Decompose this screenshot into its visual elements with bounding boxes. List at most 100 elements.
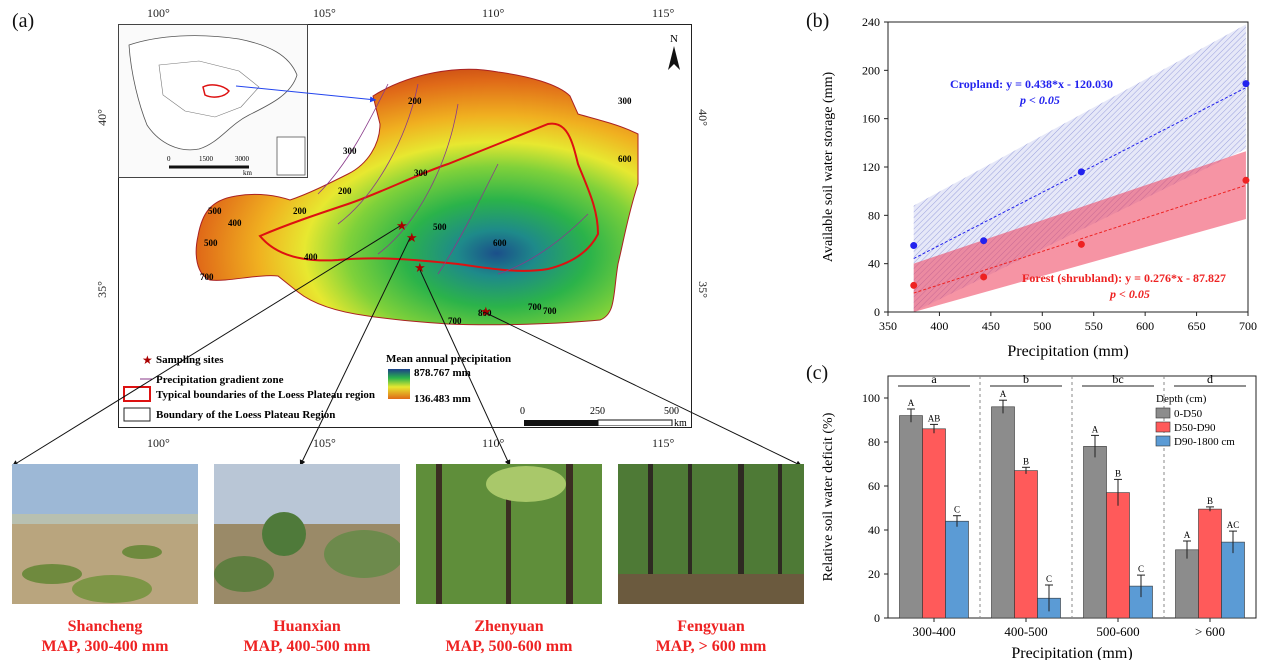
sampling-sites-legend-icon: ★	[142, 353, 153, 367]
legend-swatch	[1155, 435, 1171, 447]
legend-title: Depth (cm)	[1156, 393, 1207, 405]
y-tick-label: 60	[868, 479, 880, 493]
bar	[1106, 492, 1130, 619]
scalebar-tick: 250	[590, 406, 605, 417]
site-arrow	[11, 225, 401, 467]
y-tick-label: 120	[862, 160, 880, 174]
site-map: MAP, > 600 mm	[655, 638, 767, 655]
x-axis-label: Precipitation (mm)	[1007, 343, 1128, 360]
bar	[1175, 549, 1199, 619]
x-tick-label: 300-400	[912, 624, 955, 639]
contour-label: 600	[493, 238, 507, 248]
y-tick-label: 40	[868, 257, 880, 271]
y-tick-label: 0	[874, 611, 880, 625]
legend-gradient-zone: Precipitation gradient zone	[156, 374, 284, 386]
x-tick-label: 550	[1085, 319, 1103, 333]
data-point	[980, 273, 988, 281]
equation-forest: Forest (shrubland): y = 0.276*x - 87.827	[1022, 271, 1226, 285]
scalebar-tick: 500	[664, 406, 679, 417]
photo-shancheng	[12, 464, 198, 604]
top-tick: 100°	[147, 6, 170, 20]
inset-scale-tick: 0	[167, 155, 171, 163]
x-tick-label: 600	[1136, 319, 1154, 333]
y-tick-label: 200	[862, 63, 880, 77]
contour-label: 700	[528, 302, 542, 312]
bar	[1014, 470, 1038, 619]
contour-label: 300	[414, 168, 428, 178]
contour-label: 700	[448, 316, 462, 326]
bottom-tick: 110°	[482, 436, 505, 450]
group-letter: bc	[1112, 372, 1123, 386]
significance-letter: B	[1115, 468, 1121, 478]
site-map: MAP, 400-500 mm	[243, 638, 371, 655]
legend-typical-boundary: Typical boundaries of the Loess Plateau …	[156, 389, 375, 401]
contour-label: 400	[228, 218, 242, 228]
significance-letter: C	[1138, 564, 1144, 574]
panel-a-label: (a)	[12, 10, 35, 32]
group-letter: b	[1023, 372, 1029, 386]
x-tick-label: > 600	[1195, 624, 1225, 639]
site-arrow	[483, 311, 803, 467]
contour-label: 700	[200, 272, 214, 282]
x-tick-label: 350	[879, 319, 897, 333]
y-tick-label: 0	[874, 305, 880, 319]
boundary-legend-icon	[123, 407, 151, 422]
site-name: Fengyuan	[677, 618, 745, 635]
x-tick-label: 500	[1033, 319, 1051, 333]
confidence-band	[913, 151, 1246, 312]
contour-label: 700	[543, 306, 557, 316]
y-tick-label: 240	[862, 15, 880, 29]
legend-boundary: Boundary of the Loess Plateau Region	[156, 409, 335, 421]
contour-label: 200	[338, 186, 352, 196]
bar	[899, 415, 923, 619]
connector-arrows	[11, 85, 803, 467]
data-point	[1077, 168, 1085, 176]
equation-cropland: Cropland: y = 0.438*x - 120.030	[950, 77, 1113, 91]
contour-label: 200	[293, 206, 307, 216]
scatter-chart: 350 400 450 500 550 600 650 700 0 40 80 120 160 200 24…	[821, 15, 1257, 360]
significance-letter: A	[1000, 389, 1007, 399]
p-value-forest: p < 0.05	[1109, 287, 1150, 301]
legend-map-max: 878.767 mm	[414, 367, 471, 379]
y-tick-label: 100	[862, 391, 880, 405]
site-arrow	[419, 269, 511, 467]
bar-chart: 0 20 40 60 80 100 Precipitation (mm) Relative s…	[821, 372, 1257, 660]
legend-label: D90-1800 cm	[1174, 436, 1235, 448]
typical-boundary	[258, 122, 600, 272]
site-arrow	[299, 237, 411, 467]
bar	[1221, 541, 1245, 619]
site-map: MAP, 500-600 mm	[445, 638, 573, 655]
sampling-site-star: ★	[396, 218, 408, 233]
contour-label: 400	[304, 252, 318, 262]
top-tick: 105°	[313, 6, 336, 20]
bar	[1083, 446, 1107, 619]
y-tick-label: 80	[868, 435, 880, 449]
legend-map-title: Mean annual precipitation	[386, 353, 511, 365]
inset-map: 0 1500 3000 km	[118, 24, 308, 178]
contour-label: 600	[618, 154, 632, 164]
site-name: Huanxian	[273, 618, 341, 635]
loess-plateau-map: 200 300 400 500 600 700 300 200 400 500 …	[123, 33, 687, 426]
inset-map-drawing: 0 1500 3000 km	[128, 35, 306, 177]
precipitation-colorbar	[388, 369, 410, 399]
legend-swatch	[1155, 421, 1171, 433]
data-point	[1242, 176, 1250, 184]
scalebar-tick: 0	[520, 406, 525, 417]
significance-letter: AB	[928, 413, 941, 423]
north-arrow-icon	[668, 46, 680, 70]
scalebar-unit: km	[674, 418, 687, 426]
group-letter: d	[1207, 372, 1213, 386]
contour-label: 300	[618, 96, 632, 106]
inset-scale-unit: km	[243, 169, 253, 177]
x-tick-label: 700	[1239, 319, 1257, 333]
bottom-tick: 100°	[147, 436, 170, 450]
significance-letter: AC	[1227, 520, 1240, 530]
significance-letter: C	[1046, 574, 1052, 584]
top-tick: 110°	[482, 6, 505, 20]
y-tick-label: 20	[868, 567, 880, 581]
sampling-site-star: ★	[406, 230, 418, 245]
significance-letter: A	[1092, 424, 1099, 434]
legend-label: 0-D50	[1174, 408, 1203, 420]
legend-label: D50-D90	[1174, 422, 1216, 434]
y-tick-label: 160	[862, 112, 880, 126]
